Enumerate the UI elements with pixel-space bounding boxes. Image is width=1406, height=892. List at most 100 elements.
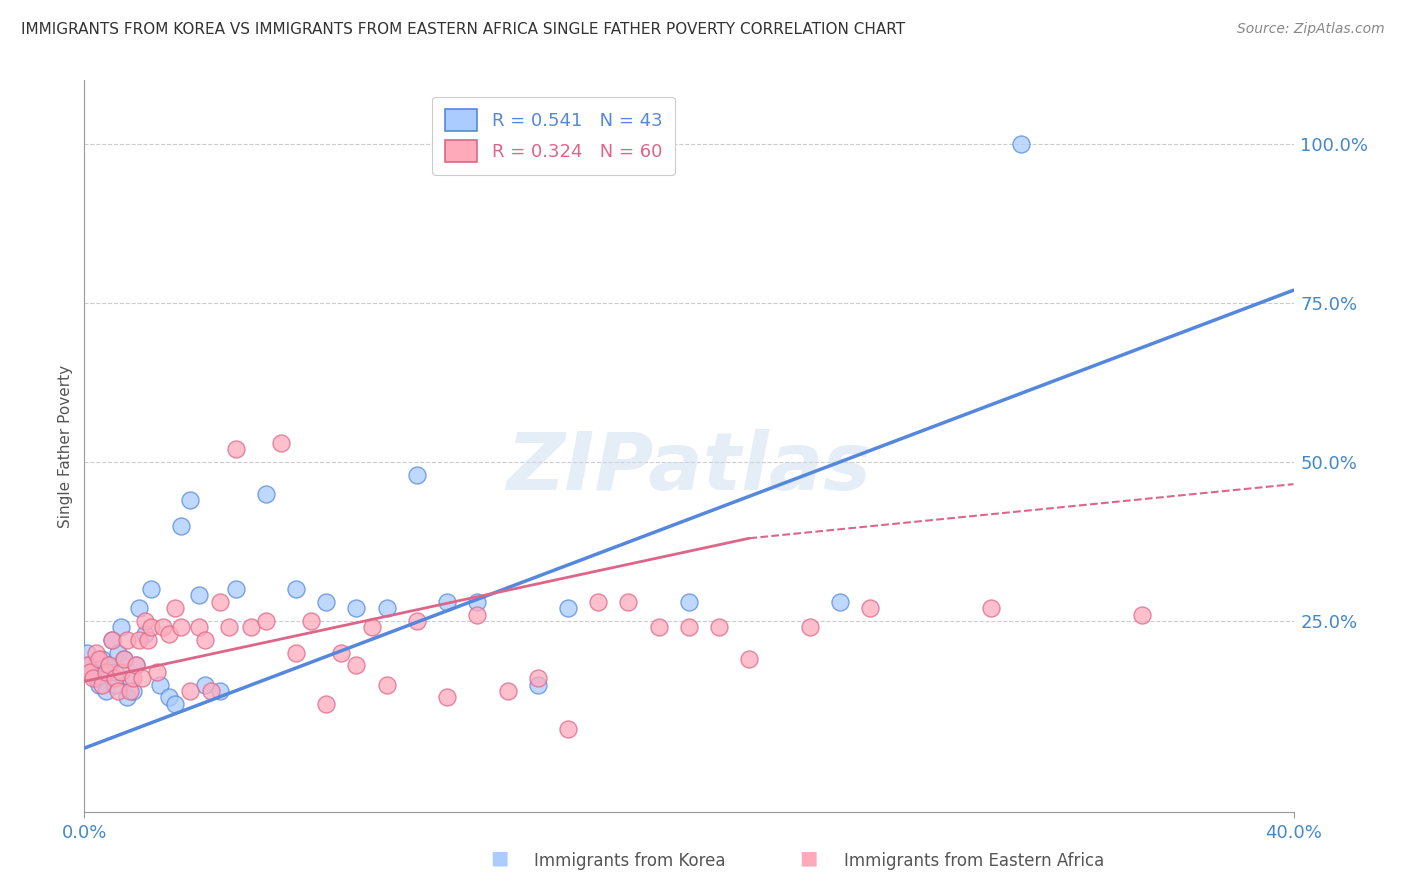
Point [79, 665, 101, 679]
Point [406, 467, 429, 482]
Point [118, 671, 141, 685]
Text: ■: ■ [799, 848, 818, 867]
Point [330, 646, 353, 660]
Text: Source: ZipAtlas.com: Source: ZipAtlas.com [1237, 22, 1385, 37]
Point [375, 601, 398, 615]
Point [179, 493, 201, 508]
Point [112, 652, 135, 666]
Point [557, 601, 579, 615]
Point [179, 684, 201, 698]
Point [104, 671, 127, 685]
Point [859, 601, 882, 615]
Point [107, 684, 129, 698]
Point [125, 658, 148, 673]
Point [146, 665, 169, 679]
Point [104, 665, 127, 679]
Point [94, 665, 117, 679]
Point [709, 620, 731, 634]
Point [79, 658, 101, 673]
Point [97, 658, 120, 673]
Point [225, 442, 247, 457]
Point [346, 601, 368, 615]
Y-axis label: Single Father Poverty: Single Father Poverty [58, 365, 73, 527]
Point [678, 620, 700, 634]
Text: Immigrants from Eastern Africa: Immigrants from Eastern Africa [844, 852, 1104, 870]
Point [799, 620, 821, 634]
Point [830, 595, 852, 609]
Point [436, 595, 458, 609]
Point [139, 620, 162, 634]
Point [194, 632, 217, 647]
Point [157, 626, 180, 640]
Point [134, 614, 156, 628]
Point [299, 614, 322, 628]
Point [285, 646, 308, 660]
Point [89, 652, 111, 666]
Point [225, 582, 247, 596]
Point [165, 697, 187, 711]
Legend: R = 0.541   N = 43, R = 0.324   N = 60: R = 0.541 N = 43, R = 0.324 N = 60 [432, 96, 675, 175]
Point [170, 518, 193, 533]
Point [1011, 136, 1033, 151]
Point [588, 595, 610, 609]
Point [209, 684, 232, 698]
Point [107, 646, 129, 660]
Point [315, 697, 337, 711]
Point [980, 601, 1002, 615]
Point [91, 652, 114, 666]
Point [254, 614, 277, 628]
Point [152, 620, 174, 634]
Point [436, 690, 458, 705]
Point [218, 620, 240, 634]
Text: ■: ■ [489, 848, 509, 867]
Point [149, 677, 172, 691]
Point [496, 684, 519, 698]
Point [527, 677, 550, 691]
Point [115, 690, 138, 705]
Point [121, 671, 143, 685]
Point [678, 595, 700, 609]
Point [648, 620, 671, 634]
Text: ZIPatlas: ZIPatlas [506, 429, 872, 507]
Point [315, 595, 337, 609]
Point [170, 620, 193, 634]
Point [188, 620, 211, 634]
Point [104, 677, 127, 691]
Point [467, 607, 489, 622]
Point [112, 652, 135, 666]
Point [100, 632, 122, 647]
Point [121, 684, 143, 698]
Point [100, 632, 122, 647]
Point [76, 658, 98, 673]
Point [91, 677, 114, 691]
Point [209, 595, 232, 609]
Point [557, 722, 579, 736]
Point [738, 652, 761, 666]
Point [131, 671, 153, 685]
Point [125, 658, 148, 673]
Point [128, 601, 150, 615]
Point [346, 658, 368, 673]
Text: IMMIGRANTS FROM KOREA VS IMMIGRANTS FROM EASTERN AFRICA SINGLE FATHER POVERTY CO: IMMIGRANTS FROM KOREA VS IMMIGRANTS FROM… [21, 22, 905, 37]
Point [239, 620, 262, 634]
Point [1130, 607, 1153, 622]
Point [285, 582, 308, 596]
Point [617, 595, 640, 609]
Point [94, 684, 117, 698]
Point [115, 632, 138, 647]
Point [82, 665, 104, 679]
Point [136, 632, 159, 647]
Point [134, 626, 156, 640]
Point [82, 671, 104, 685]
Point [527, 671, 550, 685]
Point [375, 677, 398, 691]
Point [157, 690, 180, 705]
Point [110, 665, 132, 679]
Point [139, 582, 162, 596]
Point [86, 671, 108, 685]
Point [165, 601, 187, 615]
Point [86, 646, 108, 660]
Point [89, 677, 111, 691]
Point [406, 614, 429, 628]
Point [128, 632, 150, 647]
